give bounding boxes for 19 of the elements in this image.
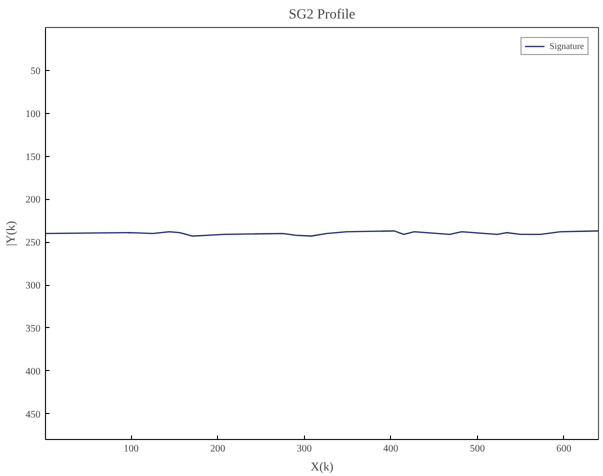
x-tick-label: 100 (124, 444, 139, 454)
y-tick-label: 100 (26, 108, 40, 120)
y-tick-label: 300 (26, 280, 40, 292)
y-axis-title: |Y(k) (4, 220, 18, 246)
y-tick-label: 50 (30, 66, 40, 77)
y-tick-label: 450 (26, 409, 40, 420)
x-tick-label: 600 (556, 444, 572, 454)
chart-title: SG2 Profile (288, 8, 356, 22)
y-tick-label: 350 (26, 323, 40, 334)
y-tick-label: 250 (26, 238, 40, 249)
y-tick-label: 400 (26, 366, 40, 378)
x-tick-label: 400 (383, 444, 398, 454)
y-tick-label: 200 (26, 194, 40, 206)
x-tick-label: 300 (296, 444, 312, 454)
x-tick-label: 200 (210, 444, 226, 454)
y-tick-label: 150 (26, 152, 40, 163)
legend-label: Signature (550, 41, 584, 51)
x-tick-label: 500 (470, 444, 485, 454)
x-axis-title: X(k) (310, 460, 334, 474)
